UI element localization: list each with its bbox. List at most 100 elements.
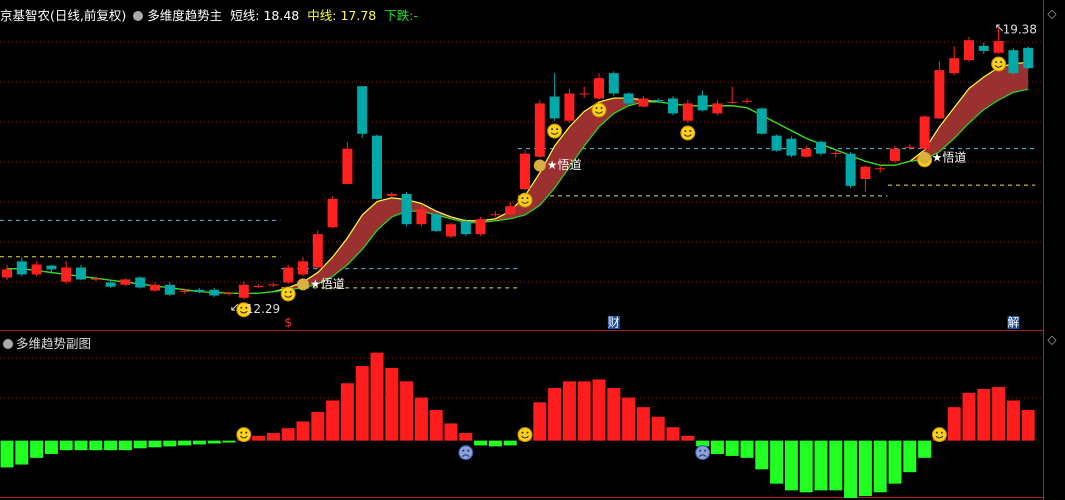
candle-body xyxy=(312,234,323,268)
candle-body xyxy=(890,148,900,161)
histogram-bar xyxy=(844,440,858,498)
candle-body xyxy=(105,282,116,287)
histogram-bar xyxy=(207,440,221,444)
mouth xyxy=(550,132,559,135)
sub-header: 多维趋势副图 xyxy=(0,333,91,352)
candle-body xyxy=(372,135,382,199)
histogram-bar xyxy=(1006,400,1020,441)
face xyxy=(680,125,696,141)
eye xyxy=(551,128,554,131)
candle-body xyxy=(964,40,974,61)
candle-body xyxy=(327,198,338,228)
menu-icon[interactable]: ◇ xyxy=(1047,333,1057,347)
histogram-bar xyxy=(503,440,517,446)
histogram-bar xyxy=(296,421,310,441)
candle-body xyxy=(771,135,782,151)
candle-body xyxy=(342,148,353,184)
histogram-bar xyxy=(947,407,961,441)
eye xyxy=(467,449,470,452)
money-icon xyxy=(918,151,931,164)
mouth xyxy=(595,111,603,114)
face xyxy=(591,102,607,118)
candle-body xyxy=(505,206,516,215)
mid-label: 中线: xyxy=(307,8,337,23)
histogram-bar xyxy=(104,440,118,451)
signal-label: ★悟道 xyxy=(547,157,582,172)
event-tag-box xyxy=(1007,316,1020,329)
histogram-bar xyxy=(607,388,621,441)
candle-body xyxy=(904,146,915,148)
down-value: - xyxy=(413,8,418,23)
candle-body xyxy=(1008,50,1019,74)
eye xyxy=(935,431,938,434)
candle-body xyxy=(431,214,442,232)
menu-icon[interactable]: ◇ xyxy=(1047,7,1057,21)
mouth xyxy=(698,454,707,457)
face xyxy=(695,445,711,461)
buy-icon xyxy=(280,286,296,302)
histogram-bar xyxy=(15,440,29,465)
histogram-bar xyxy=(370,352,384,441)
candle-body xyxy=(816,141,826,154)
face xyxy=(991,56,1007,72)
max-label: 19.38 xyxy=(1003,22,1037,36)
histogram-bar xyxy=(755,440,769,470)
mouth xyxy=(461,454,470,457)
candle-body xyxy=(135,277,146,288)
histogram-bar xyxy=(548,388,562,441)
histogram-bar xyxy=(858,440,872,497)
candle-body xyxy=(638,98,649,107)
histogram-bar xyxy=(74,440,88,451)
sub-title: 多维趋势副图 xyxy=(16,336,92,351)
event-tag: 解 xyxy=(1007,316,1019,330)
histogram-bar xyxy=(651,416,665,441)
candle-body xyxy=(194,289,205,292)
candle-body xyxy=(993,40,1004,53)
candle-body xyxy=(224,293,234,295)
buy-icon xyxy=(236,302,252,318)
histogram-bar xyxy=(178,440,192,446)
candle-body xyxy=(268,284,279,286)
histogram-bar xyxy=(281,428,295,441)
candle-body xyxy=(727,101,738,103)
candle-body xyxy=(978,45,989,51)
indicator-name: 多维度趋势主 xyxy=(147,8,223,23)
histogram-bar xyxy=(740,440,754,458)
event-tag: $ xyxy=(284,316,292,330)
candle-body xyxy=(653,100,664,101)
histogram-bar xyxy=(488,440,502,447)
histogram-bar xyxy=(118,440,132,451)
histogram-bar xyxy=(829,440,843,491)
histogram-bar xyxy=(622,397,636,441)
sub-sell-icon xyxy=(695,445,711,461)
histogram-bar xyxy=(400,381,414,441)
mid-value: 17.78 xyxy=(340,8,377,23)
eye xyxy=(526,431,529,434)
histogram-bar xyxy=(474,440,488,446)
candle-body xyxy=(712,103,723,114)
histogram-bar xyxy=(725,440,739,456)
indicator-icon[interactable] xyxy=(133,11,144,21)
mouth xyxy=(935,435,944,439)
candle-body xyxy=(564,93,575,121)
max-arrow: ↖ xyxy=(995,20,1005,34)
indicator-icon[interactable] xyxy=(3,339,13,349)
candle-body xyxy=(623,93,634,104)
min-label: 12.29 xyxy=(246,302,280,316)
histogram-bar xyxy=(444,423,458,441)
candle-body xyxy=(16,261,27,275)
histogram-bar xyxy=(903,440,917,473)
eye xyxy=(1000,61,1003,63)
eye xyxy=(240,431,243,434)
eye xyxy=(704,449,707,452)
candle-body xyxy=(919,116,930,149)
face xyxy=(517,192,533,208)
candle-body xyxy=(801,148,812,157)
histogram-bar xyxy=(148,440,162,448)
histogram-bar xyxy=(784,440,798,491)
histogram-bar xyxy=(311,411,325,441)
candle-body xyxy=(2,269,12,278)
candle-body xyxy=(61,267,72,282)
